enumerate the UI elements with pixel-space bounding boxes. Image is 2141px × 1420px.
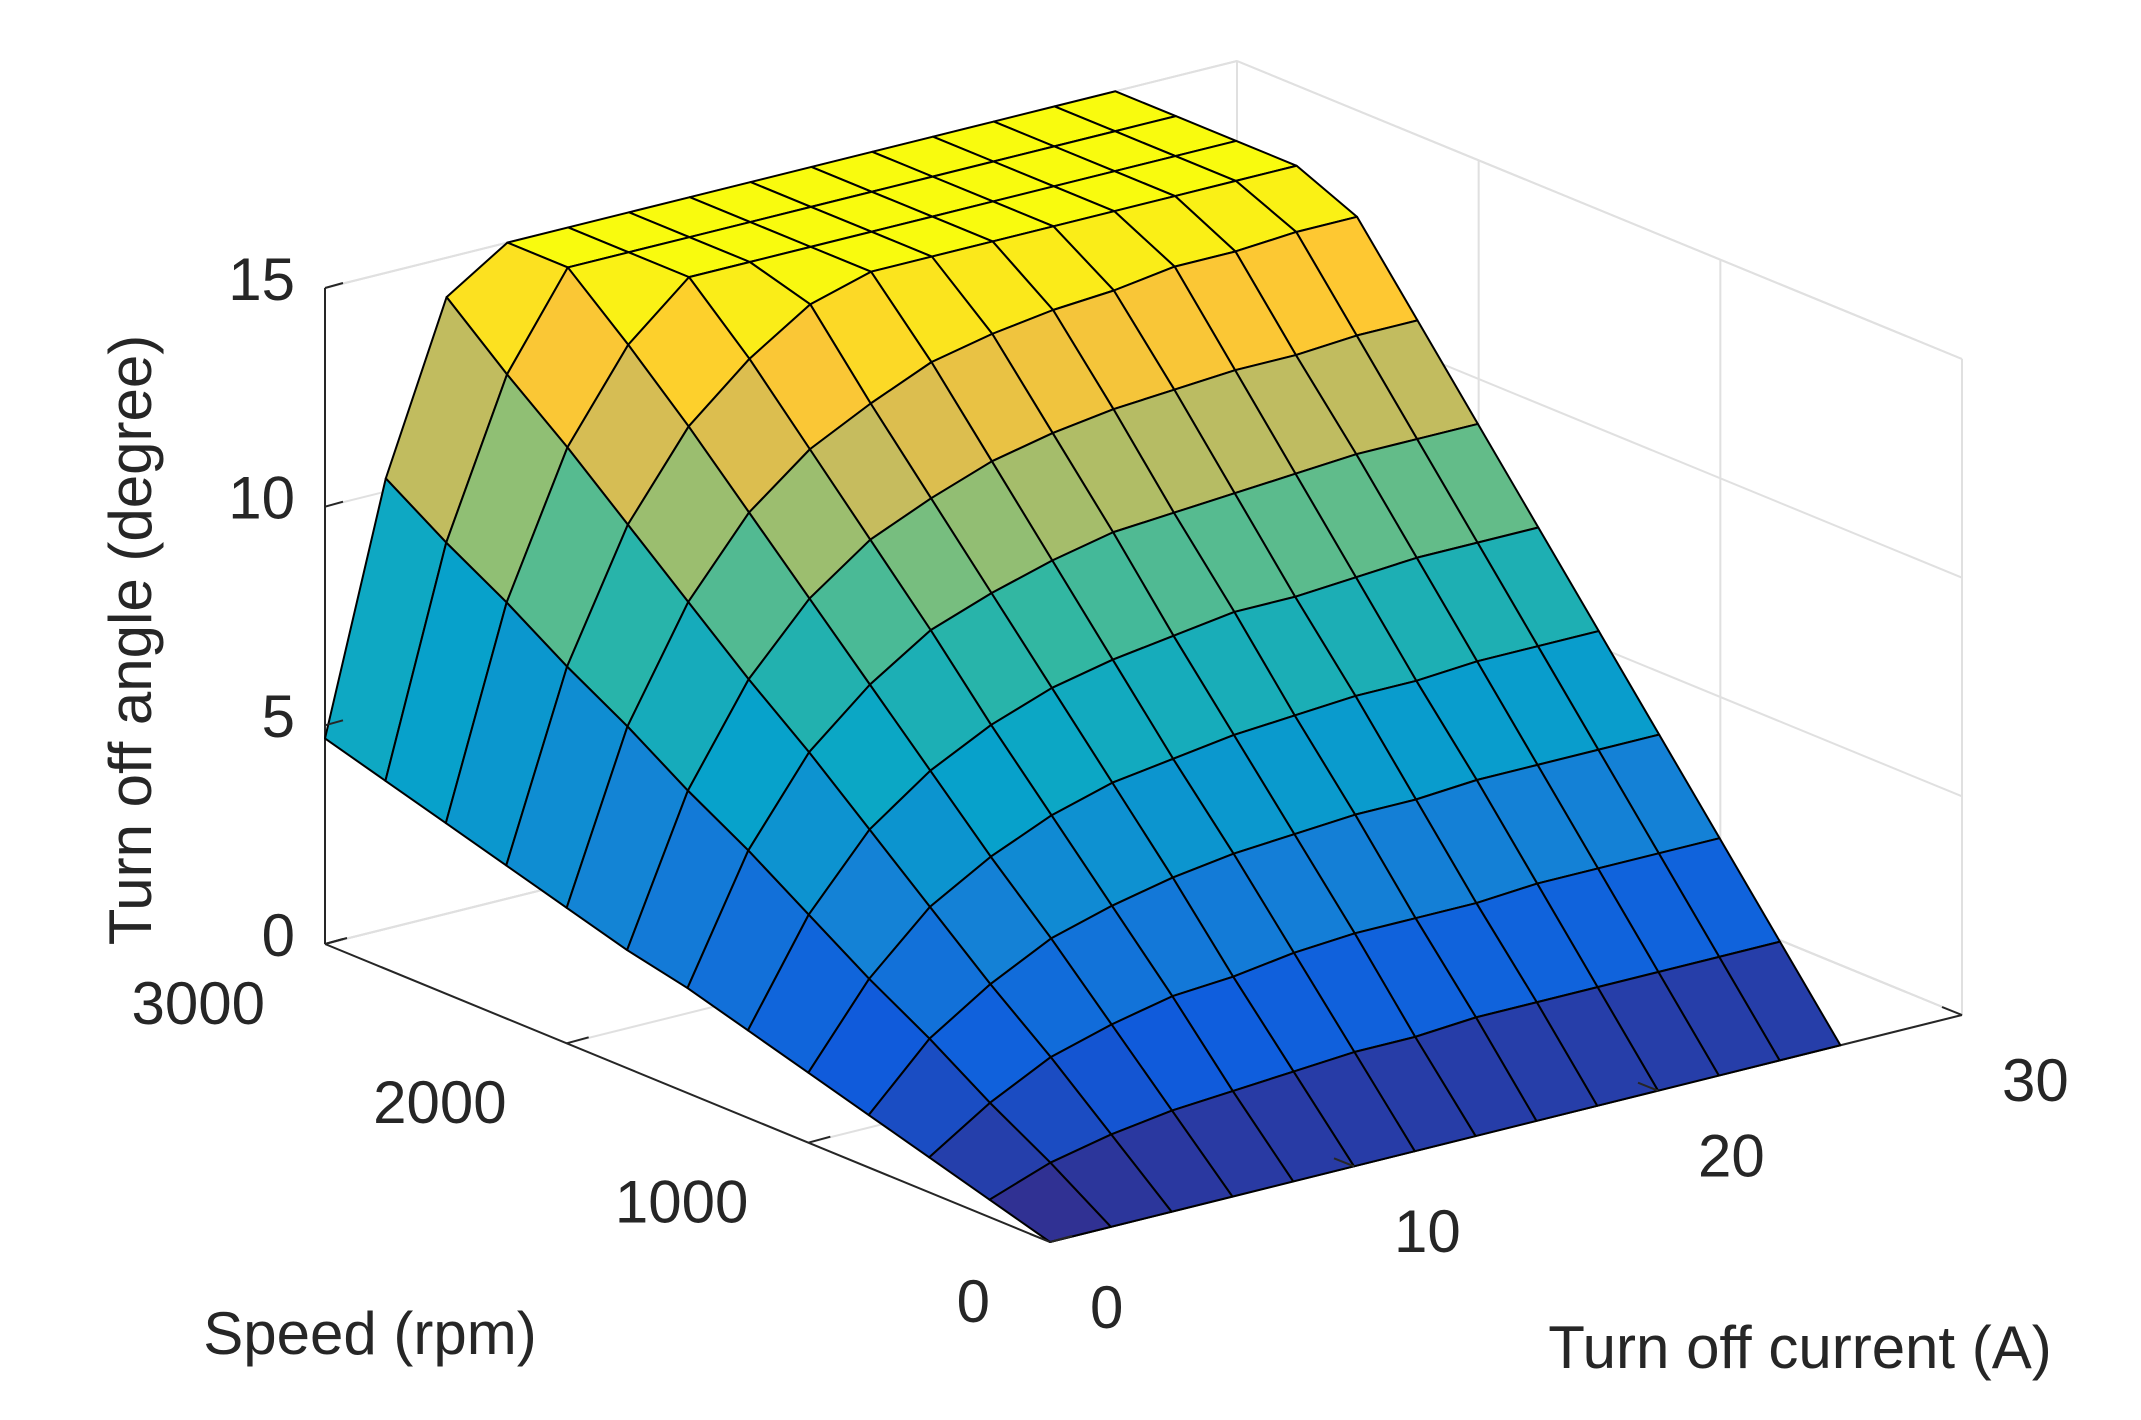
axes-labels: Speed (rpm) Turn off current (A) Turn of…	[97, 246, 2069, 1381]
z-tick	[324, 500, 344, 508]
x-tick	[1029, 1233, 1051, 1243]
z-tick-label: 10	[228, 465, 295, 532]
y-tick	[1049, 1235, 1073, 1243]
y-axis	[324, 943, 1051, 1243]
z-tick-label: 0	[262, 902, 295, 969]
z-tick	[324, 282, 344, 289]
x-tick-label: 10	[1394, 1198, 1461, 1265]
z-tick	[324, 719, 344, 727]
y-tick-label: 2000	[373, 1069, 506, 1136]
y-tick-label: 3000	[132, 970, 265, 1037]
x-tick-label: 0	[1090, 1274, 1123, 1341]
x-tick-label: 30	[2002, 1047, 2069, 1114]
z-axis-label: Turn off angle (degree)	[97, 335, 164, 945]
y-tick	[324, 937, 348, 945]
y-tick-label: 1000	[615, 1169, 748, 1236]
z-tick-label: 15	[228, 246, 295, 313]
surface-patch	[988, 1161, 1112, 1243]
z-tick-label: 5	[262, 683, 295, 750]
x-tick-label: 20	[1698, 1123, 1765, 1190]
y-tick	[808, 1135, 831, 1144]
y-tick-label: 0	[957, 1268, 990, 1335]
y-tick	[566, 1036, 589, 1045]
x-tick	[1637, 1081, 1659, 1092]
x-tick	[1941, 1006, 1963, 1016]
surface	[324, 90, 1842, 1243]
grid-line	[1236, 60, 1963, 360]
x-tick	[1333, 1157, 1355, 1168]
y-axis-label: Speed (rpm)	[203, 1300, 536, 1367]
x-axis-label: Turn off current (A)	[1548, 1314, 2052, 1381]
